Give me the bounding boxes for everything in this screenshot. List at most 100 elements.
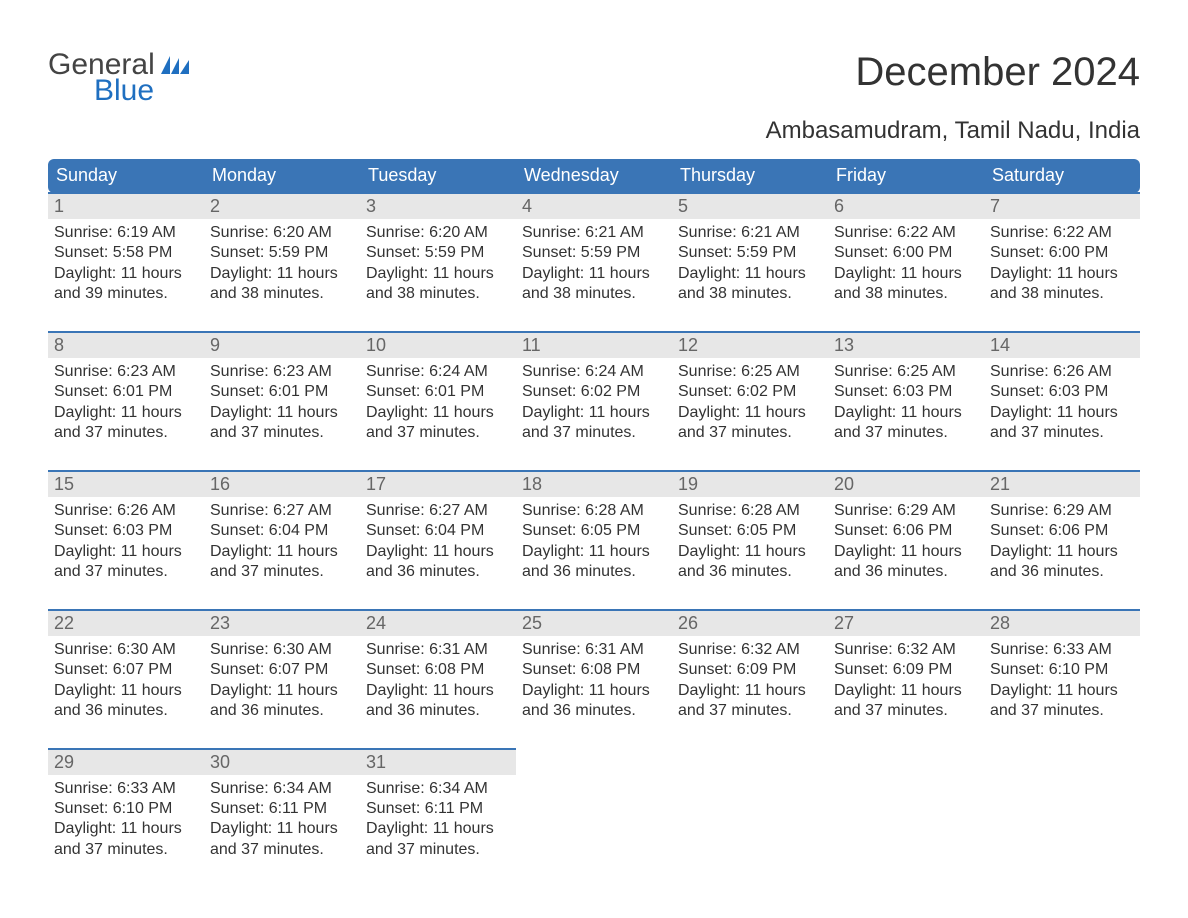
day-number: 1 <box>48 194 204 219</box>
daylight-line: Daylight: 11 hours and 36 minutes. <box>54 681 198 722</box>
day-number: 16 <box>204 472 360 497</box>
sunset-line: Sunset: 6:01 PM <box>210 382 354 402</box>
sunrise-line: Sunrise: 6:32 AM <box>834 640 978 660</box>
day-details: Sunrise: 6:28 AMSunset: 6:05 PMDaylight:… <box>516 497 672 609</box>
day-details: Sunrise: 6:31 AMSunset: 6:08 PMDaylight:… <box>516 636 672 748</box>
daylight-line: Daylight: 11 hours and 37 minutes. <box>54 819 198 860</box>
calendar-day-cell: 27Sunrise: 6:32 AMSunset: 6:09 PMDayligh… <box>828 610 984 749</box>
sunset-line: Sunset: 6:04 PM <box>366 521 510 541</box>
calendar-page: General Blue December 2024 Ambasamudram,… <box>0 0 1188 918</box>
day-details: Sunrise: 6:27 AMSunset: 6:04 PMDaylight:… <box>204 497 360 609</box>
day-details: Sunrise: 6:24 AMSunset: 6:02 PMDaylight:… <box>516 358 672 470</box>
header-row: General Blue December 2024 Ambasamudram,… <box>48 50 1140 145</box>
day-details: Sunrise: 6:21 AMSunset: 5:59 PMDaylight:… <box>516 219 672 331</box>
sunset-line: Sunset: 6:05 PM <box>678 521 822 541</box>
day-details: Sunrise: 6:20 AMSunset: 5:59 PMDaylight:… <box>360 219 516 331</box>
calendar-day-cell: 24Sunrise: 6:31 AMSunset: 6:08 PMDayligh… <box>360 610 516 749</box>
daylight-line: Daylight: 11 hours and 37 minutes. <box>54 542 198 583</box>
day-details: Sunrise: 6:20 AMSunset: 5:59 PMDaylight:… <box>204 219 360 331</box>
day-number: 29 <box>48 750 204 775</box>
sunrise-line: Sunrise: 6:31 AM <box>366 640 510 660</box>
daylight-line: Daylight: 11 hours and 36 minutes. <box>366 681 510 722</box>
calendar-body: 1Sunrise: 6:19 AMSunset: 5:58 PMDaylight… <box>48 193 1140 886</box>
weekday-header: Thursday <box>672 159 828 193</box>
calendar-day-cell: 28Sunrise: 6:33 AMSunset: 6:10 PMDayligh… <box>984 610 1140 749</box>
day-details: Sunrise: 6:33 AMSunset: 6:10 PMDaylight:… <box>984 636 1140 748</box>
day-details: Sunrise: 6:30 AMSunset: 6:07 PMDaylight:… <box>48 636 204 748</box>
calendar-day-cell: 19Sunrise: 6:28 AMSunset: 6:05 PMDayligh… <box>672 471 828 610</box>
daylight-line: Daylight: 11 hours and 37 minutes. <box>990 681 1134 722</box>
calendar-day-cell: 25Sunrise: 6:31 AMSunset: 6:08 PMDayligh… <box>516 610 672 749</box>
day-details: Sunrise: 6:29 AMSunset: 6:06 PMDaylight:… <box>984 497 1140 609</box>
sunset-line: Sunset: 5:58 PM <box>54 243 198 263</box>
day-details: Sunrise: 6:26 AMSunset: 6:03 PMDaylight:… <box>984 358 1140 470</box>
day-number: 31 <box>360 750 516 775</box>
calendar-day-cell: 13Sunrise: 6:25 AMSunset: 6:03 PMDayligh… <box>828 332 984 471</box>
day-number: 3 <box>360 194 516 219</box>
day-details: Sunrise: 6:23 AMSunset: 6:01 PMDaylight:… <box>48 358 204 470</box>
day-number: 11 <box>516 333 672 358</box>
sunset-line: Sunset: 6:01 PM <box>366 382 510 402</box>
daylight-line: Daylight: 11 hours and 36 minutes. <box>210 681 354 722</box>
sunrise-line: Sunrise: 6:28 AM <box>522 501 666 521</box>
calendar-day-cell: 3Sunrise: 6:20 AMSunset: 5:59 PMDaylight… <box>360 193 516 332</box>
sunrise-line: Sunrise: 6:34 AM <box>366 779 510 799</box>
day-details: Sunrise: 6:24 AMSunset: 6:01 PMDaylight:… <box>360 358 516 470</box>
calendar-day-cell: 12Sunrise: 6:25 AMSunset: 6:02 PMDayligh… <box>672 332 828 471</box>
sunrise-line: Sunrise: 6:22 AM <box>834 223 978 243</box>
day-details: Sunrise: 6:28 AMSunset: 6:05 PMDaylight:… <box>672 497 828 609</box>
calendar-head: Sunday Monday Tuesday Wednesday Thursday… <box>48 159 1140 193</box>
calendar-day-cell: 10Sunrise: 6:24 AMSunset: 6:01 PMDayligh… <box>360 332 516 471</box>
calendar-day-cell: 4Sunrise: 6:21 AMSunset: 5:59 PMDaylight… <box>516 193 672 332</box>
daylight-line: Daylight: 11 hours and 38 minutes. <box>522 264 666 305</box>
sunset-line: Sunset: 5:59 PM <box>210 243 354 263</box>
logo-word-blue: Blue <box>48 76 189 106</box>
day-number: 15 <box>48 472 204 497</box>
calendar-day-cell: 7Sunrise: 6:22 AMSunset: 6:00 PMDaylight… <box>984 193 1140 332</box>
calendar-day-cell: 20Sunrise: 6:29 AMSunset: 6:06 PMDayligh… <box>828 471 984 610</box>
day-details: Sunrise: 6:25 AMSunset: 6:03 PMDaylight:… <box>828 358 984 470</box>
sunset-line: Sunset: 6:11 PM <box>210 799 354 819</box>
daylight-line: Daylight: 11 hours and 38 minutes. <box>990 264 1134 305</box>
day-number: 6 <box>828 194 984 219</box>
daylight-line: Daylight: 11 hours and 37 minutes. <box>210 542 354 583</box>
calendar-day-cell: 8Sunrise: 6:23 AMSunset: 6:01 PMDaylight… <box>48 332 204 471</box>
sunset-line: Sunset: 6:09 PM <box>834 660 978 680</box>
day-number: 13 <box>828 333 984 358</box>
sunrise-line: Sunrise: 6:27 AM <box>210 501 354 521</box>
day-number: 7 <box>984 194 1140 219</box>
day-number: 25 <box>516 611 672 636</box>
weekday-header: Monday <box>204 159 360 193</box>
calendar-day-cell <box>516 749 672 887</box>
daylight-line: Daylight: 11 hours and 37 minutes. <box>678 681 822 722</box>
sunrise-line: Sunrise: 6:21 AM <box>522 223 666 243</box>
sunrise-line: Sunrise: 6:21 AM <box>678 223 822 243</box>
calendar-week-row: 15Sunrise: 6:26 AMSunset: 6:03 PMDayligh… <box>48 471 1140 610</box>
sunrise-line: Sunrise: 6:31 AM <box>522 640 666 660</box>
daylight-line: Daylight: 11 hours and 37 minutes. <box>366 403 510 444</box>
calendar-day-cell: 6Sunrise: 6:22 AMSunset: 6:00 PMDaylight… <box>828 193 984 332</box>
calendar-day-cell: 26Sunrise: 6:32 AMSunset: 6:09 PMDayligh… <box>672 610 828 749</box>
calendar-day-cell: 29Sunrise: 6:33 AMSunset: 6:10 PMDayligh… <box>48 749 204 887</box>
sunrise-line: Sunrise: 6:27 AM <box>366 501 510 521</box>
calendar-week-row: 8Sunrise: 6:23 AMSunset: 6:01 PMDaylight… <box>48 332 1140 471</box>
page-title: December 2024 <box>766 50 1140 95</box>
day-details: Sunrise: 6:25 AMSunset: 6:02 PMDaylight:… <box>672 358 828 470</box>
calendar-day-cell <box>672 749 828 887</box>
calendar-table: Sunday Monday Tuesday Wednesday Thursday… <box>48 159 1140 886</box>
sunrise-line: Sunrise: 6:32 AM <box>678 640 822 660</box>
sunrise-line: Sunrise: 6:20 AM <box>210 223 354 243</box>
daylight-line: Daylight: 11 hours and 36 minutes. <box>522 681 666 722</box>
day-details: Sunrise: 6:21 AMSunset: 5:59 PMDaylight:… <box>672 219 828 331</box>
calendar-day-cell: 31Sunrise: 6:34 AMSunset: 6:11 PMDayligh… <box>360 749 516 887</box>
sunrise-line: Sunrise: 6:25 AM <box>834 362 978 382</box>
sunset-line: Sunset: 6:03 PM <box>54 521 198 541</box>
sunset-line: Sunset: 6:04 PM <box>210 521 354 541</box>
sunrise-line: Sunrise: 6:30 AM <box>210 640 354 660</box>
daylight-line: Daylight: 11 hours and 36 minutes. <box>522 542 666 583</box>
calendar-day-cell: 22Sunrise: 6:30 AMSunset: 6:07 PMDayligh… <box>48 610 204 749</box>
daylight-line: Daylight: 11 hours and 37 minutes. <box>366 819 510 860</box>
sunset-line: Sunset: 6:06 PM <box>990 521 1134 541</box>
day-number: 27 <box>828 611 984 636</box>
day-number: 22 <box>48 611 204 636</box>
